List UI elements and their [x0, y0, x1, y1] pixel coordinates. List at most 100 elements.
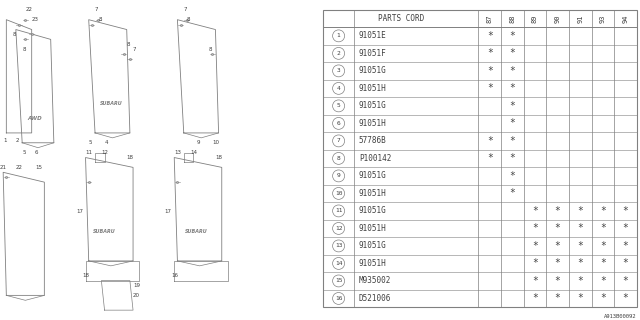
Text: *: * — [577, 223, 583, 233]
Text: *: * — [509, 171, 515, 181]
Text: 91051F: 91051F — [359, 49, 387, 58]
Text: *: * — [555, 223, 561, 233]
Text: 5: 5 — [337, 103, 340, 108]
Text: *: * — [623, 293, 628, 303]
Text: 91051H: 91051H — [359, 259, 387, 268]
Text: *: * — [487, 136, 493, 146]
Text: 94: 94 — [623, 14, 628, 23]
Text: 8: 8 — [187, 17, 191, 22]
Text: *: * — [600, 293, 606, 303]
Text: *: * — [577, 241, 583, 251]
Text: 6: 6 — [337, 121, 340, 126]
Text: *: * — [623, 276, 628, 286]
Text: *: * — [623, 223, 628, 233]
Text: 91: 91 — [577, 14, 583, 23]
Text: 91051E: 91051E — [359, 31, 387, 40]
Text: 5: 5 — [22, 150, 26, 155]
Text: 2: 2 — [337, 51, 340, 56]
Text: *: * — [577, 206, 583, 216]
Text: *: * — [577, 259, 583, 268]
Text: 93: 93 — [600, 14, 606, 23]
Text: 17: 17 — [164, 209, 172, 214]
Text: 15: 15 — [335, 278, 342, 284]
Text: 22: 22 — [16, 165, 23, 170]
Text: 8: 8 — [22, 47, 26, 52]
Text: 23: 23 — [32, 17, 38, 22]
Text: *: * — [532, 241, 538, 251]
Text: *: * — [509, 31, 515, 41]
Text: *: * — [600, 206, 606, 216]
Text: 18: 18 — [127, 155, 134, 160]
Text: 9: 9 — [337, 173, 340, 179]
Text: 6: 6 — [35, 150, 38, 155]
Text: *: * — [509, 153, 515, 164]
Text: 8: 8 — [13, 32, 16, 37]
Text: *: * — [555, 206, 561, 216]
Text: *: * — [509, 188, 515, 198]
Text: 11: 11 — [86, 150, 93, 155]
Text: 1: 1 — [337, 33, 340, 38]
Text: *: * — [487, 31, 493, 41]
Text: 91051H: 91051H — [359, 224, 387, 233]
Text: *: * — [600, 276, 606, 286]
Text: 8: 8 — [127, 42, 130, 47]
Text: D521006: D521006 — [359, 294, 391, 303]
Text: *: * — [532, 206, 538, 216]
Text: *: * — [532, 259, 538, 268]
Text: 7: 7 — [133, 47, 136, 52]
Text: 2: 2 — [16, 138, 19, 143]
Text: 3: 3 — [337, 68, 340, 73]
Text: 7: 7 — [95, 7, 99, 12]
Text: 18: 18 — [216, 155, 223, 160]
Text: A913B00092: A913B00092 — [604, 314, 637, 319]
Text: *: * — [623, 259, 628, 268]
Text: 10: 10 — [335, 191, 342, 196]
Text: 8: 8 — [337, 156, 340, 161]
Text: *: * — [509, 84, 515, 93]
Text: *: * — [623, 241, 628, 251]
Text: *: * — [623, 206, 628, 216]
Text: *: * — [532, 293, 538, 303]
Text: 91051G: 91051G — [359, 101, 387, 110]
Text: 7: 7 — [184, 7, 188, 12]
Text: *: * — [509, 66, 515, 76]
Text: 16: 16 — [335, 296, 342, 301]
Text: 91051H: 91051H — [359, 84, 387, 93]
Text: 9: 9 — [196, 140, 200, 145]
Text: *: * — [600, 241, 606, 251]
Text: PARTS CORD: PARTS CORD — [378, 14, 424, 23]
Text: *: * — [555, 259, 561, 268]
Text: *: * — [555, 241, 561, 251]
Text: *: * — [577, 276, 583, 286]
Text: 19: 19 — [133, 283, 140, 288]
Text: 21: 21 — [0, 165, 7, 170]
Text: 8: 8 — [98, 17, 102, 22]
Text: SUBARU: SUBARU — [99, 101, 122, 106]
Text: 13: 13 — [174, 150, 181, 155]
Text: 91051G: 91051G — [359, 66, 387, 76]
Text: 91051G: 91051G — [359, 172, 387, 180]
Text: 1: 1 — [3, 138, 6, 143]
Text: 20: 20 — [133, 293, 140, 298]
Text: *: * — [487, 48, 493, 58]
Text: 7: 7 — [337, 138, 340, 143]
Text: SUBARU: SUBARU — [185, 229, 208, 234]
Text: 22: 22 — [26, 7, 33, 12]
Text: *: * — [509, 48, 515, 58]
Text: *: * — [555, 276, 561, 286]
Text: *: * — [600, 259, 606, 268]
Text: 4: 4 — [337, 86, 340, 91]
Text: 14: 14 — [190, 150, 197, 155]
Text: *: * — [487, 66, 493, 76]
Text: AWD: AWD — [28, 116, 42, 121]
Text: *: * — [509, 136, 515, 146]
Text: *: * — [577, 293, 583, 303]
Text: *: * — [509, 101, 515, 111]
Text: 87: 87 — [486, 14, 493, 23]
Text: SUBARU: SUBARU — [93, 229, 116, 234]
Text: 91051H: 91051H — [359, 119, 387, 128]
Text: 16: 16 — [171, 273, 178, 278]
Text: 91051H: 91051H — [359, 189, 387, 198]
Text: *: * — [600, 223, 606, 233]
Text: 12: 12 — [101, 150, 108, 155]
